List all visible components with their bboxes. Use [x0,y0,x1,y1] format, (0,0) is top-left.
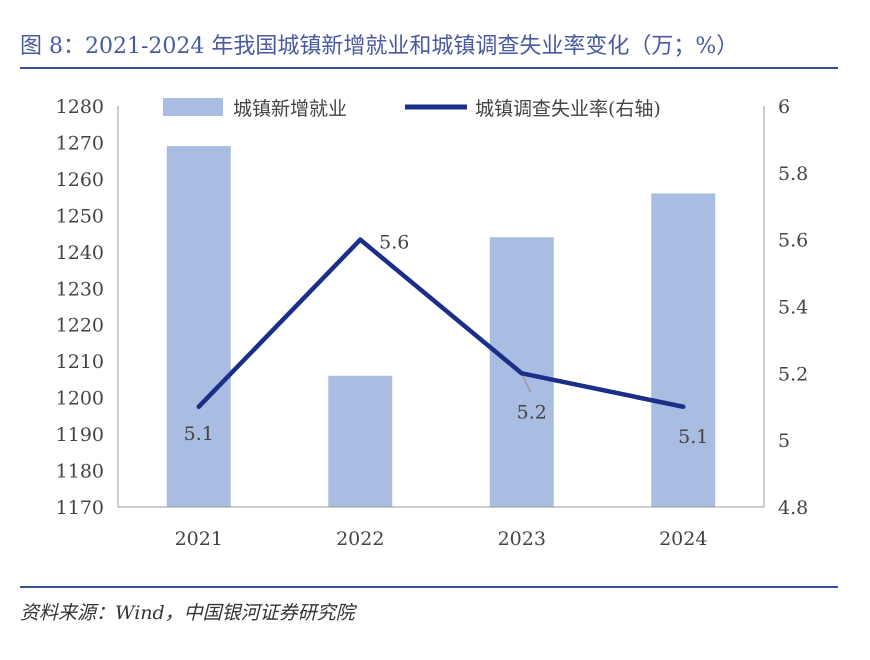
bar-2024 [651,193,716,507]
x-tick-label: 2023 [498,528,546,550]
left-tick-label: 1240 [56,242,104,264]
source-note: 资料来源：Wind，中国银河证券研究院 [20,602,355,624]
right-tick-label: 5.6 [778,230,808,252]
right-tick-label: 5 [778,430,790,452]
left-tick-label: 1190 [56,424,104,446]
left-tick-label: 1260 [56,169,104,191]
data-label-2024: 5.1 [678,426,708,448]
right-tick-label: 5.8 [778,163,808,185]
x-tick-label: 2022 [336,528,384,550]
left-tick-label: 1220 [56,315,104,337]
figure-title: 图 8：2021-2024 年我国城镇新增就业和城镇调查失业率变化（万；%） [20,34,739,59]
left-tick-label: 1200 [56,388,104,410]
left-tick-label: 1280 [56,96,104,118]
unemployment-line [196,237,686,409]
data-label-2021: 5.1 [184,423,214,445]
right-tick-label: 5.4 [778,297,808,319]
label-leader-2023 [522,375,532,393]
legend-bar-label: 城镇新增就业 [233,98,347,120]
left-tick-label: 1230 [56,278,104,300]
data-label-2022: 5.6 [379,232,409,254]
legend-line-label: 城镇调查失业率(右轴) [475,98,661,120]
bar-2022 [328,375,393,507]
left-tick-label: 1250 [56,205,104,227]
title-rule [20,67,838,69]
legend: 城镇新增就业 城镇调查失业率(右轴) [163,98,661,120]
x-tick-label: 2024 [659,528,707,550]
right-tick-label: 4.8 [778,497,808,519]
right-tick-label: 5.2 [778,363,808,385]
left-tick-label: 1170 [56,497,104,519]
x-tick-label: 2021 [175,528,223,550]
left-tick-label: 1210 [56,351,104,373]
source-rule [20,586,838,588]
legend-bar-swatch [163,98,223,116]
bar-group [166,146,716,507]
data-label-2023: 5.2 [517,401,547,423]
left-tick-label: 1180 [56,461,104,483]
line-group: 5.1 5.6 5.2 5.1 [184,232,709,448]
right-tick-label: 6 [778,96,790,118]
left-tick-label: 1270 [56,132,104,154]
bar-2021 [166,146,231,507]
axes-group: 1280 1270 1260 1250 1240 1230 1220 1210 1200 1190… [56,96,809,550]
